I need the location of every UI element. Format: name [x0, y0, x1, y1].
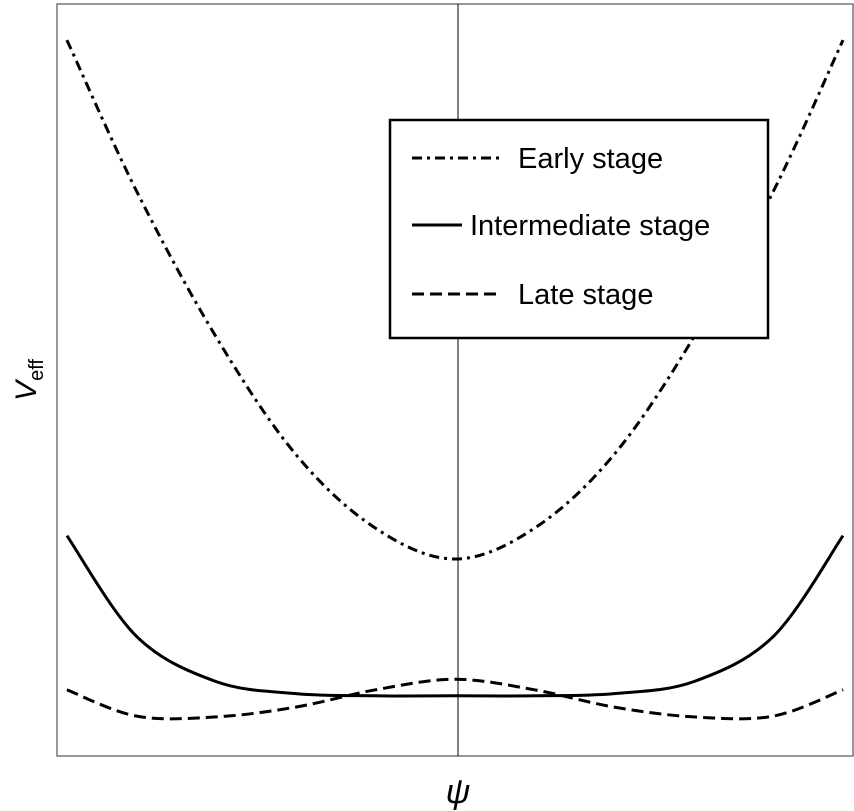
y-axis-label-main: V [10, 378, 43, 401]
x-axis-label: ψ [446, 773, 471, 811]
series-line-intermediate-stage [65, 534, 845, 698]
legend-box [388, 118, 770, 340]
legend-label-intermediate: Intermediate stage [470, 210, 710, 242]
legend-label-late: Late stage [518, 279, 653, 311]
legend: Early stage Intermediate stage Late stag… [388, 118, 770, 340]
plot-frame [56, 3, 854, 757]
legend-label-early: Early stage [518, 143, 663, 175]
y-axis-label-subscript: eff [26, 359, 48, 381]
series-line-late-stage [66, 677, 844, 721]
y-axis-label: Veff [10, 359, 48, 401]
